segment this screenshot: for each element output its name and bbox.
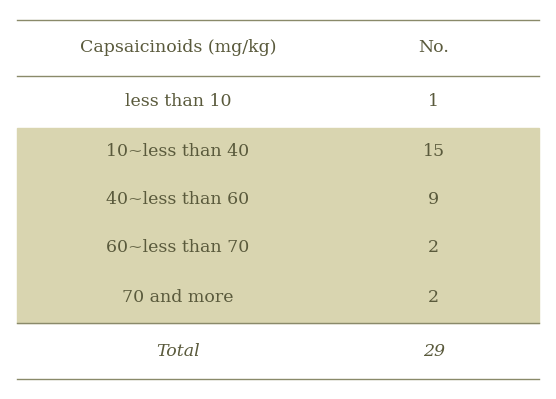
Text: 2: 2 xyxy=(428,289,439,306)
Text: less than 10: less than 10 xyxy=(125,93,231,110)
Text: 10~less than 40: 10~less than 40 xyxy=(106,143,250,160)
Text: 2: 2 xyxy=(428,239,439,256)
Text: Total: Total xyxy=(156,343,200,359)
Text: 1: 1 xyxy=(428,93,439,110)
Text: No.: No. xyxy=(418,40,449,56)
Text: 60~less than 70: 60~less than 70 xyxy=(106,239,250,256)
Text: 29: 29 xyxy=(423,343,445,359)
Text: 70 and more: 70 and more xyxy=(122,289,234,306)
Bar xyxy=(17,128,539,323)
Text: 40~less than 60: 40~less than 60 xyxy=(106,191,250,208)
Text: Capsaicinoids (mg/kg): Capsaicinoids (mg/kg) xyxy=(80,40,276,56)
Text: 15: 15 xyxy=(423,143,445,160)
Text: 9: 9 xyxy=(428,191,439,208)
